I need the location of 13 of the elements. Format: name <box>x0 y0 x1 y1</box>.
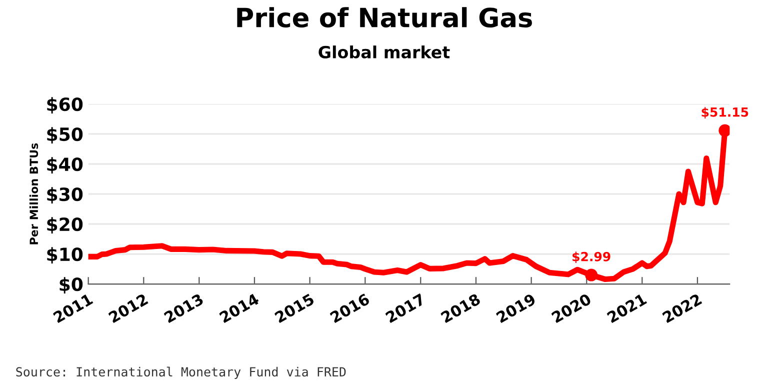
chart-title: Price of Natural Gas <box>237 7 532 28</box>
y-tick-label: $0 <box>60 277 83 294</box>
y-axis-title: Per Million BTUs <box>29 143 38 244</box>
chart-subtitle: Global market <box>318 46 450 58</box>
source-note: Source: International Monetary Fund via FRED <box>16 366 346 379</box>
annotation: $51.15 <box>702 107 748 118</box>
annotation: $2.99 <box>572 252 610 263</box>
y-tick-label: $50 <box>47 127 83 144</box>
y-tick-label: $60 <box>47 97 83 114</box>
y-tick-label: $10 <box>47 247 83 264</box>
y-tick-label: $30 <box>47 187 83 204</box>
y-tick-label: $40 <box>47 157 83 174</box>
y-tick-label: $20 <box>47 217 83 234</box>
